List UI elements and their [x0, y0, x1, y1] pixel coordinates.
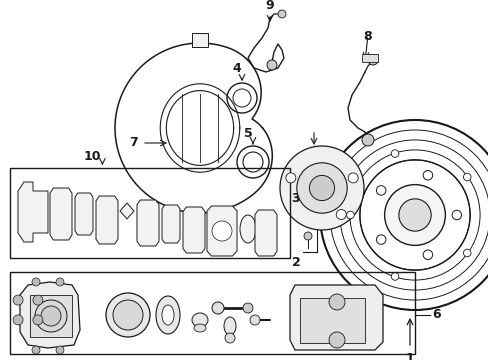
Circle shape: [390, 273, 398, 280]
Circle shape: [328, 332, 345, 348]
Bar: [10, 272, 414, 354]
Circle shape: [384, 185, 445, 246]
Circle shape: [361, 134, 373, 146]
Circle shape: [347, 173, 357, 183]
Circle shape: [266, 60, 276, 70]
Circle shape: [390, 150, 398, 157]
Circle shape: [463, 249, 470, 257]
Circle shape: [309, 175, 334, 201]
Circle shape: [451, 210, 461, 220]
Polygon shape: [289, 285, 382, 350]
Circle shape: [346, 211, 353, 219]
Bar: [192, 33, 207, 47]
Circle shape: [422, 250, 432, 260]
Circle shape: [113, 300, 142, 330]
Polygon shape: [137, 200, 159, 246]
Circle shape: [13, 295, 23, 305]
Ellipse shape: [240, 215, 256, 243]
Circle shape: [328, 294, 345, 310]
Bar: [361, 54, 377, 62]
Circle shape: [212, 221, 231, 241]
Polygon shape: [20, 282, 80, 348]
Circle shape: [463, 173, 470, 181]
Text: 7: 7: [129, 136, 138, 149]
Polygon shape: [96, 196, 118, 244]
Circle shape: [367, 55, 377, 65]
Text: 1: 1: [405, 352, 413, 360]
Polygon shape: [254, 210, 276, 256]
Text: 2: 2: [291, 256, 300, 269]
Circle shape: [398, 199, 430, 231]
Circle shape: [280, 146, 363, 230]
Text: 8: 8: [363, 30, 371, 43]
Circle shape: [35, 300, 67, 332]
Circle shape: [422, 171, 432, 180]
Text: 3: 3: [291, 192, 300, 205]
Circle shape: [32, 278, 40, 286]
Circle shape: [296, 163, 346, 213]
Text: 10: 10: [83, 150, 101, 163]
Polygon shape: [18, 182, 48, 242]
Ellipse shape: [192, 313, 207, 327]
Bar: [299, 298, 364, 343]
Circle shape: [33, 295, 43, 305]
Circle shape: [106, 293, 150, 337]
Polygon shape: [183, 207, 204, 253]
Circle shape: [376, 235, 385, 244]
Text: 9: 9: [265, 0, 274, 12]
Circle shape: [249, 315, 260, 325]
Bar: [10, 168, 289, 258]
Circle shape: [376, 186, 385, 195]
Polygon shape: [162, 205, 180, 243]
Circle shape: [243, 303, 252, 313]
Bar: [30, 295, 72, 337]
Circle shape: [13, 315, 23, 325]
Circle shape: [285, 173, 295, 183]
Ellipse shape: [224, 333, 235, 343]
Ellipse shape: [156, 296, 180, 334]
Circle shape: [336, 210, 346, 220]
Circle shape: [212, 302, 224, 314]
Circle shape: [56, 278, 64, 286]
Circle shape: [56, 346, 64, 354]
Polygon shape: [50, 188, 72, 240]
Circle shape: [33, 315, 43, 325]
Circle shape: [304, 232, 311, 240]
Text: 6: 6: [431, 309, 440, 321]
Ellipse shape: [162, 305, 174, 325]
Ellipse shape: [224, 317, 236, 335]
Polygon shape: [120, 203, 134, 219]
Ellipse shape: [194, 324, 205, 332]
Circle shape: [32, 346, 40, 354]
Text: 4: 4: [232, 62, 241, 75]
Polygon shape: [75, 193, 93, 235]
Polygon shape: [206, 206, 237, 256]
Circle shape: [41, 306, 61, 326]
Circle shape: [278, 10, 285, 18]
Text: 5: 5: [243, 127, 252, 140]
